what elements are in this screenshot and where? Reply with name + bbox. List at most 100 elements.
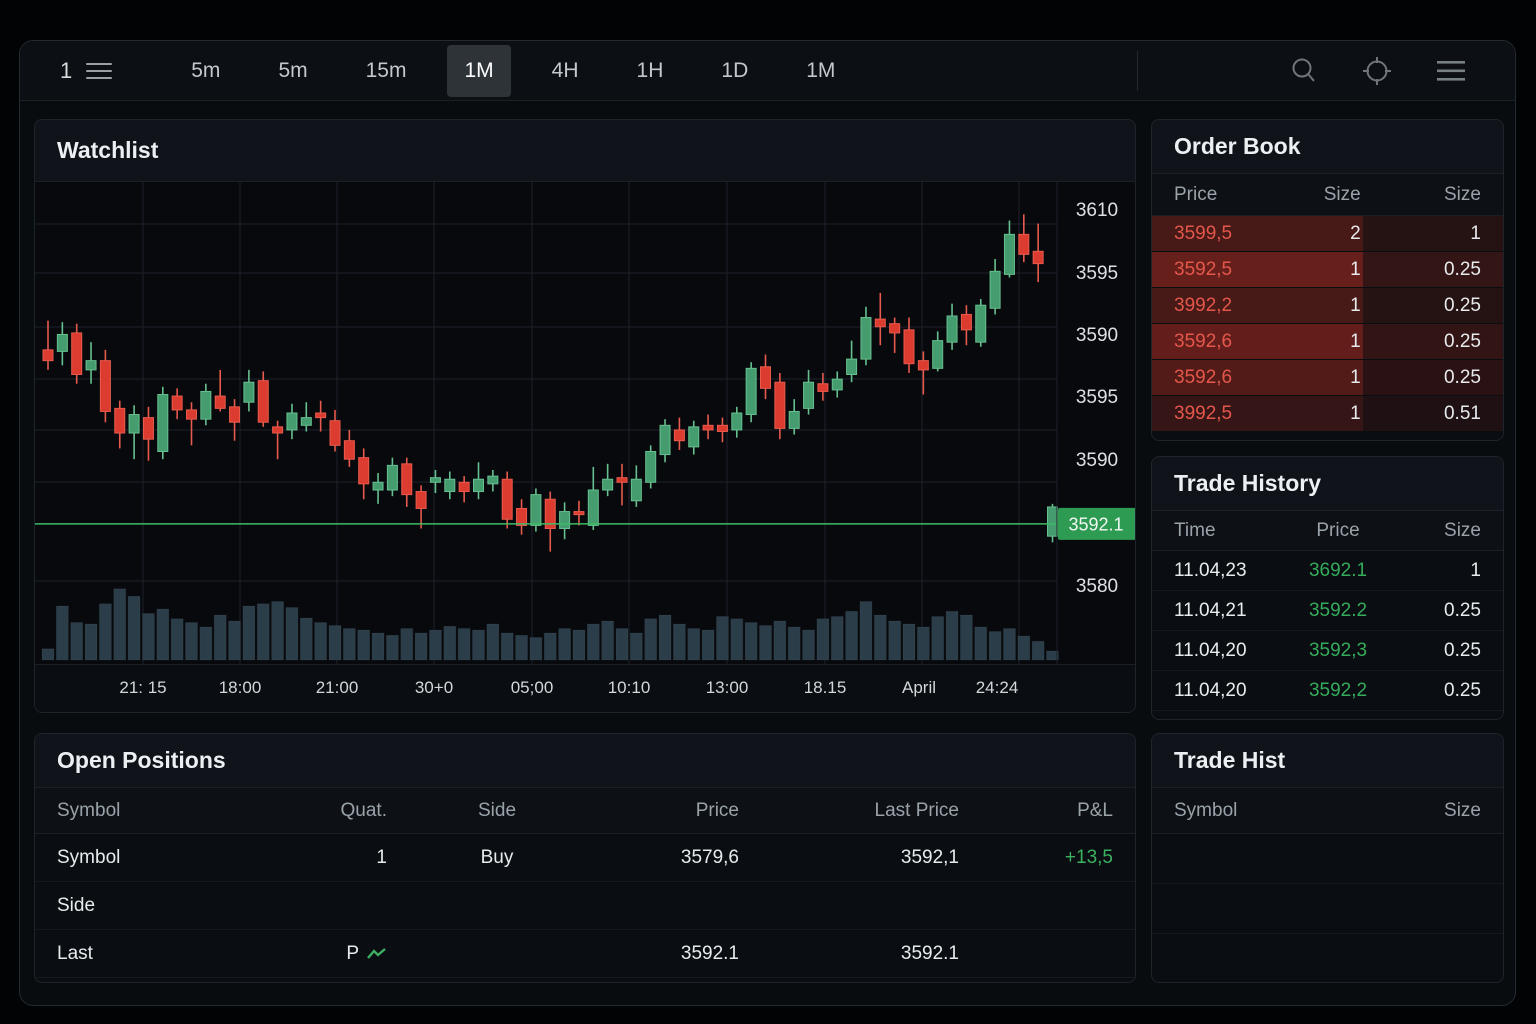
- time-axis-label: 21: 15: [119, 678, 167, 697]
- trade-history-row[interactable]: 11.04,23 3692.1 1: [1152, 551, 1503, 591]
- volume-bar: [486, 623, 500, 661]
- trade-price: 3592,2: [1308, 679, 1368, 701]
- candle-down: [343, 440, 355, 460]
- trade-size: 0.25: [1444, 639, 1481, 661]
- timeframe-button-5m-0[interactable]: 5m: [174, 45, 237, 97]
- timeframe-button-1h-5[interactable]: 1H: [620, 45, 681, 97]
- timeframe-button-4h-4[interactable]: 4H: [535, 45, 596, 97]
- timeframe-button-1d-6[interactable]: 1D: [704, 45, 765, 97]
- current-price-badge: [1058, 507, 1135, 540]
- depth-bar-right: [1362, 396, 1503, 431]
- current-price-badge-label: 3592.1: [1068, 514, 1123, 534]
- order-book-panel: Order Book Price Size Size 3599,5 2 1 3592,5 1 0…: [1151, 119, 1504, 441]
- candle-down: [99, 360, 111, 412]
- candle-down: [257, 380, 269, 423]
- order-book-row[interactable]: 3992,2 1 0.25: [1152, 288, 1503, 324]
- trade-history-row[interactable]: 11.04,20 3592,2 0.25: [1152, 671, 1503, 711]
- volume-bar: [658, 614, 672, 661]
- col-size-label: Size: [1323, 183, 1361, 205]
- order-book-row[interactable]: 3592,6 1 0.25: [1152, 324, 1503, 360]
- watchlist-list-icon[interactable]: [86, 62, 113, 79]
- volume-bar: [457, 628, 471, 661]
- time-axis-label: 10:10: [607, 678, 651, 697]
- volume-bar: [242, 605, 256, 661]
- position-cell: +13,5: [1064, 846, 1113, 868]
- price-axis-label: 3580: [1076, 576, 1118, 597]
- order-book-price: 3599,5: [1174, 222, 1233, 244]
- order-book-row[interactable]: 3592,6 1 0.25: [1152, 360, 1503, 396]
- volume-bar: [830, 616, 844, 661]
- trade-history-row[interactable]: 11.04,21 3592.2 0.25: [1152, 591, 1503, 631]
- timeframe-button-15m-2[interactable]: 15m: [349, 45, 424, 97]
- open-positions-row[interactable]: Side: [35, 882, 1135, 930]
- symbol-count-label: 1: [60, 57, 73, 83]
- volume-bar: [357, 629, 371, 661]
- menu-icon[interactable]: [1435, 58, 1467, 84]
- depth-bar-right: [1362, 216, 1503, 251]
- trade-hist-empty-row[interactable]: [1152, 884, 1503, 934]
- search-icon[interactable]: [1289, 56, 1319, 86]
- candle-up: [975, 304, 987, 343]
- volume-bar: [988, 631, 1002, 661]
- order-book-price: 3592,6: [1174, 330, 1233, 352]
- candle-down: [229, 406, 241, 423]
- candle-down: [501, 478, 513, 520]
- candle-down: [415, 491, 427, 509]
- crosshair-icon[interactable]: [1361, 55, 1393, 87]
- candlestick-chart[interactable]: 3610 3595 3590 3595 3590 3580 3592.1: [35, 182, 1135, 664]
- candle-down: [42, 349, 54, 362]
- col-size2-label: Size: [1444, 183, 1481, 205]
- order-book-price: 3992,5: [1174, 402, 1233, 424]
- candle-down: [702, 424, 714, 431]
- candle-up: [128, 414, 140, 434]
- volume-bar: [572, 629, 586, 661]
- time-axis-label: April: [901, 678, 937, 697]
- volume-bar: [586, 623, 600, 661]
- timeframe-button-1m-7[interactable]: 1M: [789, 45, 852, 97]
- volume-bar: [385, 634, 399, 661]
- order-book-row[interactable]: 3592,5 1 0.25: [1152, 252, 1503, 288]
- candle-down: [673, 429, 685, 442]
- order-book-size: 1: [1350, 330, 1361, 352]
- candle-down: [142, 417, 154, 440]
- candle-up: [846, 358, 858, 376]
- time-axis[interactable]: 21: 15 18:00 21:00 30+0 05;00 10:10 13:00 18.15…: [35, 664, 1135, 712]
- order-book-size2: 0.25: [1443, 258, 1481, 280]
- position-cell: Side: [57, 894, 96, 916]
- timeframe-button-1m-3[interactable]: 1M: [447, 44, 511, 97]
- volume-bar: [916, 626, 930, 661]
- volume-bar: [773, 620, 787, 661]
- candle-down: [573, 511, 585, 516]
- trade-hist-empty-row[interactable]: [1152, 934, 1503, 982]
- trade-price: 3692.1: [1308, 559, 1368, 581]
- trade-hist-empty-row[interactable]: [1152, 834, 1503, 884]
- order-book-row[interactable]: 3599,5 2 1: [1152, 216, 1503, 252]
- candle-up: [85, 360, 97, 371]
- sparkline-icon: [367, 947, 386, 959]
- timeframe-button-5m-1[interactable]: 5m: [261, 45, 324, 97]
- volume-bar: [1002, 628, 1016, 661]
- candle-down: [903, 329, 915, 365]
- candle-up: [386, 464, 398, 491]
- volume-bar: [959, 614, 973, 661]
- order-book-row[interactable]: 3992,5 1 0.51: [1152, 396, 1503, 432]
- volume-bar: [127, 595, 141, 661]
- volume-bar: [443, 625, 457, 661]
- candle-up: [602, 478, 614, 491]
- trade-price: 3592,3: [1308, 639, 1368, 661]
- position-cell: 3579,6: [680, 846, 739, 868]
- candle-up: [157, 394, 169, 453]
- trade-hist-panel: Trade Hist Symbol Size: [1151, 733, 1504, 983]
- open-positions-row[interactable]: Symbol 1 Buy 3579,6 3592,1 +13,5: [35, 834, 1135, 882]
- depth-bar-left: [1152, 324, 1363, 359]
- volume-bar: [199, 626, 213, 661]
- candle-down: [114, 407, 126, 434]
- trade-hist-header: Symbol Size: [1152, 788, 1503, 834]
- candle-up: [530, 494, 542, 526]
- depth-bar-right: [1362, 252, 1503, 287]
- price-axis-label: 3590: [1076, 325, 1118, 346]
- open-positions-row[interactable]: Last P 3592.1 3592.1: [35, 930, 1135, 978]
- trade-time: 11.04,21: [1174, 599, 1247, 621]
- trade-history-row[interactable]: 11.04,20 3592,3 0.25: [1152, 631, 1503, 671]
- volume-bar: [1017, 635, 1031, 661]
